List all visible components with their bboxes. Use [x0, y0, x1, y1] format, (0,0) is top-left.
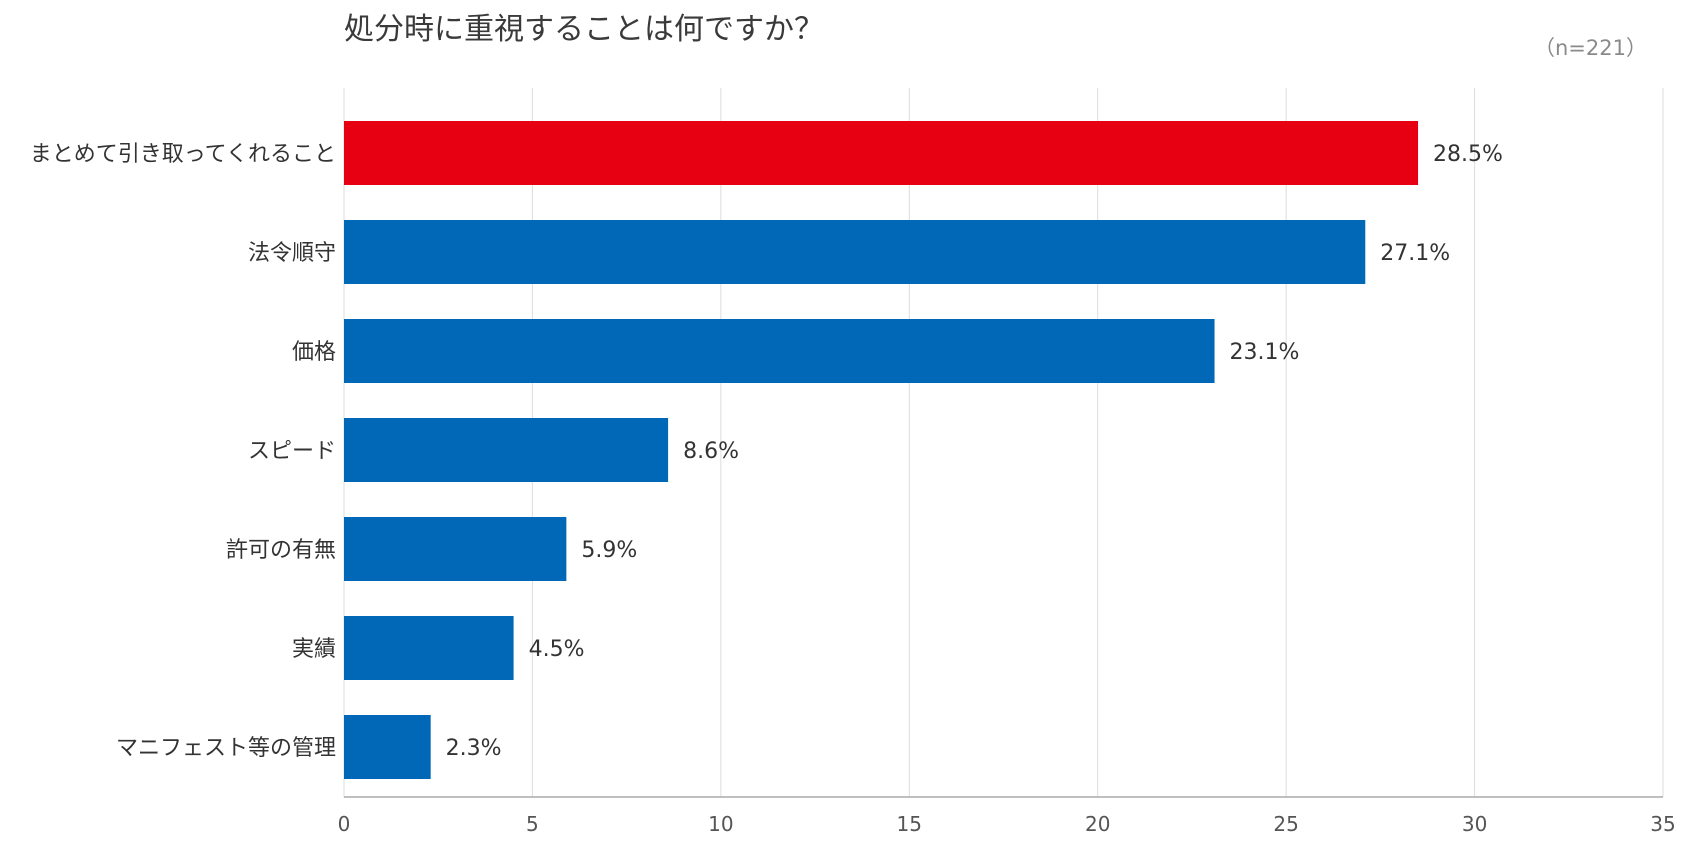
x-axis: 0 5 10 15 20 25 30 35 [338, 796, 1676, 836]
x-tick-label: 20 [1085, 812, 1110, 836]
category-label: スピード [248, 439, 336, 464]
value-label: 4.5% [529, 637, 585, 662]
category-label: まとめて引き取ってくれること [30, 142, 336, 167]
category-label: 価格 [292, 340, 336, 365]
value-label: 5.9% [581, 538, 637, 563]
category-label: 実績 [292, 637, 336, 662]
category-label: 法令順守 [248, 241, 336, 266]
x-tick-label: 25 [1273, 812, 1298, 836]
value-label: 2.3% [446, 736, 502, 761]
x-tick-label: 30 [1462, 812, 1487, 836]
x-tick-label: 5 [526, 812, 539, 836]
bar [344, 220, 1366, 284]
bar [344, 715, 431, 779]
value-label: 8.6% [683, 439, 739, 464]
bar [344, 319, 1215, 383]
sample-size-note: （n=221） [1534, 36, 1647, 60]
value-label: 28.5% [1433, 142, 1503, 167]
bars: まとめて引き取ってくれること 28.5% 法令順守 27.1% 価格 23.1% スピード 8… [30, 121, 1503, 779]
bar [344, 616, 514, 680]
x-tick-label: 10 [708, 812, 733, 836]
x-tick-label: 15 [897, 812, 922, 836]
category-label: マニフェスト等の管理 [116, 736, 336, 761]
bar [344, 121, 1419, 185]
chart-title: 処分時に重視することは何ですか？ [344, 12, 824, 47]
category-label: 許可の有無 [226, 538, 336, 563]
bar [344, 418, 669, 482]
value-label: 23.1% [1230, 340, 1300, 365]
value-label: 27.1% [1380, 241, 1450, 266]
x-tick-label: 35 [1650, 812, 1675, 836]
bar [344, 517, 567, 581]
x-tick-label: 0 [338, 812, 351, 836]
